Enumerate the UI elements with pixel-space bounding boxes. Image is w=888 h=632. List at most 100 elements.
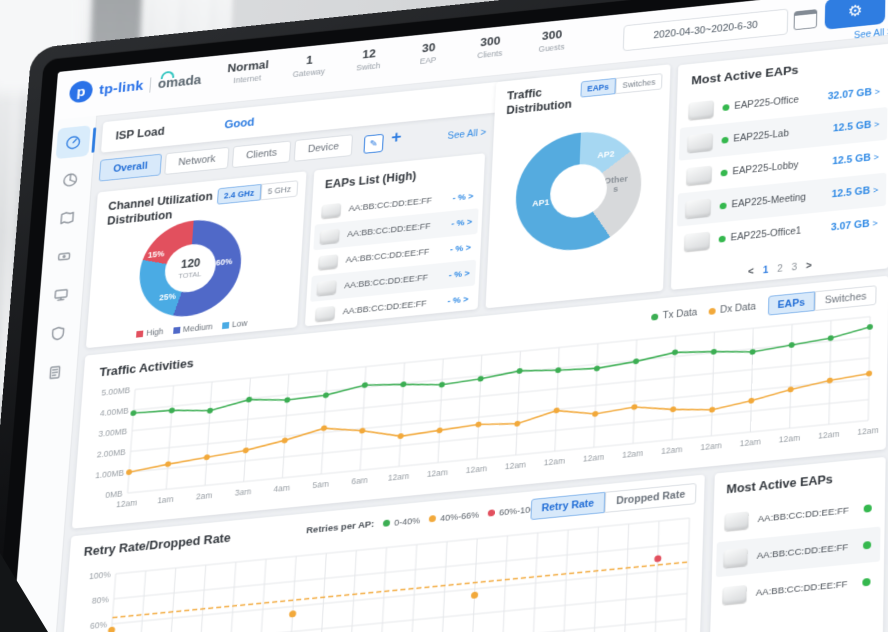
medium-pct-label: 60% xyxy=(215,256,233,268)
chevron-right-icon: > xyxy=(466,217,473,227)
band-2g-button[interactable]: 2.4 GHz xyxy=(216,183,262,205)
status-dot xyxy=(862,577,871,587)
svg-text:12am: 12am xyxy=(739,437,761,448)
donut-hole xyxy=(549,161,608,221)
eap-device-icon xyxy=(723,548,748,568)
others-label: Other s xyxy=(604,174,628,194)
chevron-right-icon: > xyxy=(464,268,470,279)
map-icon xyxy=(58,209,77,227)
chevron-right-icon: > xyxy=(462,294,469,305)
tab-overall[interactable]: Overall xyxy=(98,153,162,182)
traffic-activities-title: Traffic Activities xyxy=(98,356,194,380)
eap-device-icon xyxy=(318,253,339,270)
omada-wordmark: omada xyxy=(157,70,202,91)
dist-eaps-button[interactable]: EAPs xyxy=(580,77,616,98)
isp-load-status[interactable]: Good xyxy=(223,115,255,132)
page-1[interactable]: 1 xyxy=(762,265,769,277)
svg-text:5.00MB: 5.00MB xyxy=(101,386,130,398)
high-legend-swatch xyxy=(136,330,144,338)
svg-text:12am: 12am xyxy=(388,471,410,482)
dropped-rate-button[interactable]: Dropped Rate xyxy=(604,482,697,513)
tx-data-dot xyxy=(651,313,659,321)
stat-internet: Normal Internet xyxy=(227,58,270,85)
status-dot xyxy=(863,504,872,513)
svg-text:1.00MB: 1.00MB xyxy=(95,468,125,480)
chevron-right-icon: > xyxy=(465,242,472,253)
high-pct-label: 15% xyxy=(147,248,165,260)
svg-text:100%: 100% xyxy=(89,570,111,581)
page-2[interactable]: 2 xyxy=(777,263,783,275)
sidebar xyxy=(5,115,98,632)
retry-red-dot xyxy=(488,509,496,517)
svg-text:4.00MB: 4.00MB xyxy=(100,406,129,418)
dist-switches-button[interactable]: Switches xyxy=(615,73,663,95)
channel-utilization-card: Channel Utilization Distribution 2.4 GHz… xyxy=(85,171,307,349)
band-toggle: 2.4 GHz 5 GHz xyxy=(216,180,299,205)
eap-device-icon xyxy=(314,305,336,322)
page-3[interactable]: 3 xyxy=(791,262,798,274)
svg-text:12am: 12am xyxy=(857,426,878,437)
svg-text:80%: 80% xyxy=(92,595,110,606)
traffic-eaps-button[interactable]: EAPs xyxy=(767,291,816,316)
retry-rate-button[interactable]: Retry Rate xyxy=(530,491,606,521)
sidebar-item-dashboard[interactable] xyxy=(55,125,91,160)
medium-legend-swatch xyxy=(173,326,181,334)
donut-center: 120 TOTAL xyxy=(163,241,218,295)
sidebar-item-insight[interactable] xyxy=(40,316,76,351)
sidebar-item-devices[interactable] xyxy=(46,239,81,273)
traffic-distribution-donut: AP2 Other s AP1 xyxy=(513,126,644,256)
tab-device[interactable]: Device xyxy=(293,134,354,162)
eap-device-icon xyxy=(321,202,342,219)
stat-eap: 30 EAP xyxy=(419,41,437,66)
eap-device-icon xyxy=(683,231,711,252)
eap-device-icon xyxy=(686,165,713,186)
sidebar-item-statistics[interactable] xyxy=(53,163,88,197)
svg-text:12am: 12am xyxy=(818,429,840,440)
eap-device-icon xyxy=(688,99,715,120)
page-prev[interactable]: < xyxy=(747,266,755,278)
shield-icon xyxy=(49,324,68,342)
svg-text:5am: 5am xyxy=(312,479,329,490)
isp-load-label: ISP Load xyxy=(115,124,166,143)
eap-device-icon xyxy=(687,132,714,153)
eaps-list-card: EAPs List (High) AA:BB:CC:DD:EE:FF - % > … xyxy=(304,153,486,327)
status-dot xyxy=(719,201,727,210)
retry-green-dot xyxy=(383,519,391,527)
calendar-icon[interactable] xyxy=(793,9,818,31)
status-dot xyxy=(721,136,729,144)
svg-text:12am: 12am xyxy=(116,498,138,509)
svg-text:12am: 12am xyxy=(779,433,801,444)
ap1-label: AP1 xyxy=(532,197,550,209)
band-5g-button[interactable]: 5 GHz xyxy=(260,180,299,201)
page-next[interactable]: > xyxy=(805,261,812,272)
settings-button[interactable]: ⚙ xyxy=(824,0,886,30)
eaps-list-see-all-link[interactable]: See All > xyxy=(447,127,487,142)
dashboard-icon xyxy=(65,135,80,149)
status-dot xyxy=(722,103,730,111)
clients-icon xyxy=(52,286,71,304)
chevron-right-icon: > xyxy=(467,191,474,202)
retry-rate-chart: 100%80%60%40%20%0% xyxy=(89,512,697,632)
svg-text:3.00MB: 3.00MB xyxy=(98,427,127,439)
sidebar-item-log[interactable] xyxy=(37,355,73,390)
sidebar-item-map[interactable] xyxy=(50,201,85,235)
eap-device-icon xyxy=(316,279,337,296)
svg-text:12am: 12am xyxy=(505,460,527,471)
low-pct-label: 25% xyxy=(158,291,177,303)
access-point-icon xyxy=(55,247,74,265)
sidebar-item-clients[interactable] xyxy=(43,278,78,313)
svg-text:12am: 12am xyxy=(544,456,566,467)
dashboard-screen: p tp-link omada Normal Internet 1 Gateway … xyxy=(5,0,888,632)
svg-text:12am: 12am xyxy=(700,441,722,452)
tab-network[interactable]: Network xyxy=(164,146,230,175)
svg-text:12am: 12am xyxy=(466,464,488,475)
eap-device-icon xyxy=(722,584,747,605)
tab-clients[interactable]: Clients xyxy=(231,140,292,169)
chevron-right-icon: > xyxy=(874,119,880,130)
tplink-wordmark: tp-link xyxy=(98,77,145,98)
status-dot xyxy=(862,540,872,550)
traffic-switches-button[interactable]: Switches xyxy=(814,285,877,311)
svg-text:12am: 12am xyxy=(661,445,683,456)
traffic-distribution-card: Traffic Distribution EAPs Switches AP2 O… xyxy=(485,64,671,309)
